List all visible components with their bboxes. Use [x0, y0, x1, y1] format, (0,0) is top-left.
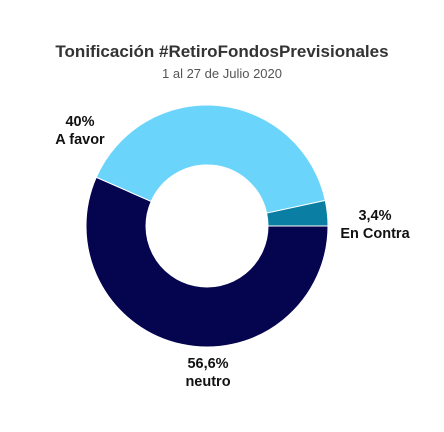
label-neutro: 56,6% neutro: [168, 355, 248, 391]
donut-slices: [85, 104, 329, 348]
slice-a-favor: [95, 104, 326, 214]
chart-title: Tonificación #RetiroFondosPrevisionales: [55, 42, 389, 61]
label-neutro-name: neutro: [185, 374, 231, 390]
slice-neutro: [85, 176, 329, 348]
label-en-contra-value: 3,4%: [358, 208, 392, 224]
label-a-favor-value: 40%: [65, 114, 95, 130]
chart-subtitle: 1 al 27 de Julio 2020: [162, 66, 282, 81]
label-neutro-value: 56,6%: [187, 356, 229, 372]
label-en-contra: 3,4% En Contra: [325, 207, 425, 243]
label-a-favor-name: A favor: [55, 132, 105, 148]
label-a-favor: 40% A favor: [40, 113, 120, 149]
label-en-contra-name: En Contra: [340, 226, 410, 242]
